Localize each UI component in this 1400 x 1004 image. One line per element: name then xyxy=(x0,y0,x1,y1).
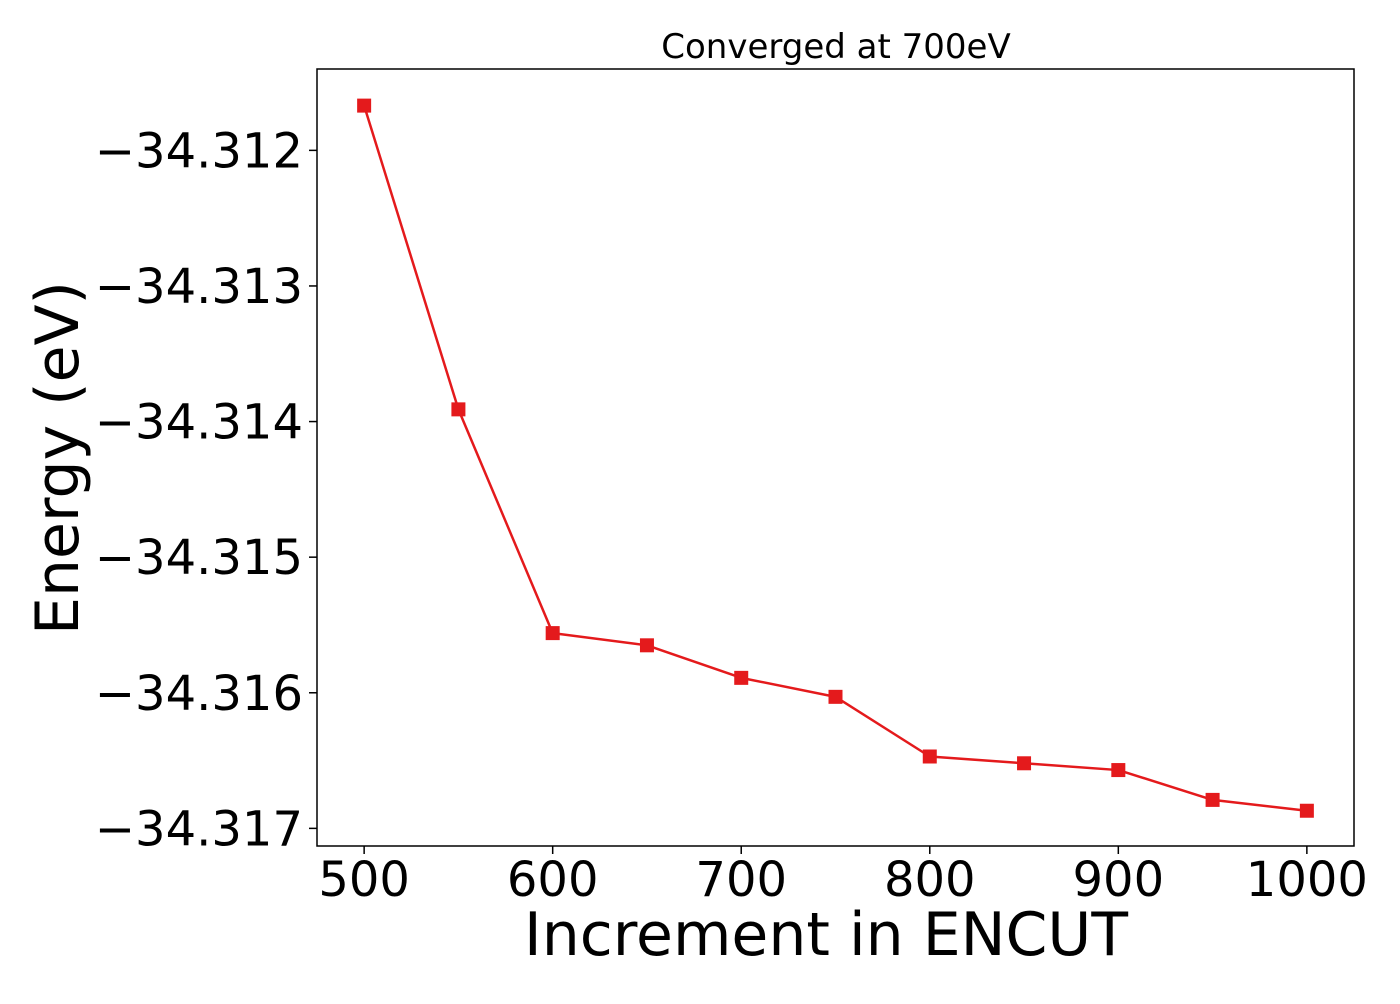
data-point-marker xyxy=(545,626,560,641)
data-point-marker xyxy=(357,98,372,113)
series-layer xyxy=(357,98,1314,818)
x-tick-label: 500 xyxy=(318,852,410,908)
y-tick-label: −34.317 xyxy=(95,801,303,857)
y-tick-label: −34.313 xyxy=(95,259,303,315)
y-tick-label: −34.315 xyxy=(95,530,303,586)
series-line xyxy=(362,105,1308,812)
data-point-marker xyxy=(639,638,654,653)
data-point-marker xyxy=(1205,792,1220,807)
data-point-marker xyxy=(451,402,466,417)
data-point-marker xyxy=(1017,756,1032,771)
x-tick-label: 800 xyxy=(884,852,976,908)
data-point-marker xyxy=(828,689,843,704)
data-point-marker xyxy=(734,670,749,685)
y-tick-label: −34.314 xyxy=(95,395,303,451)
x-tick-label: 600 xyxy=(507,852,599,908)
plot-area-frame xyxy=(316,68,1355,847)
tick-layer: 500 600 700 800 900 1000 −34.312 −34.313 −34.314… xyxy=(95,123,1368,908)
y-axis-title: Energy (eV) xyxy=(23,281,93,635)
data-point-marker xyxy=(1111,763,1126,778)
x-tick-label: 700 xyxy=(695,852,787,908)
data-point-marker xyxy=(922,749,937,764)
chart-title: Converged at 700eV xyxy=(661,27,1010,67)
x-axis-title: Increment in ENCUT xyxy=(524,900,1128,970)
x-tick-label: 1000 xyxy=(1246,852,1368,908)
data-point-marker xyxy=(1299,803,1314,818)
y-tick-label: −34.316 xyxy=(95,666,303,722)
y-tick-label: −34.312 xyxy=(95,123,303,179)
x-tick-label: 900 xyxy=(1073,852,1165,908)
